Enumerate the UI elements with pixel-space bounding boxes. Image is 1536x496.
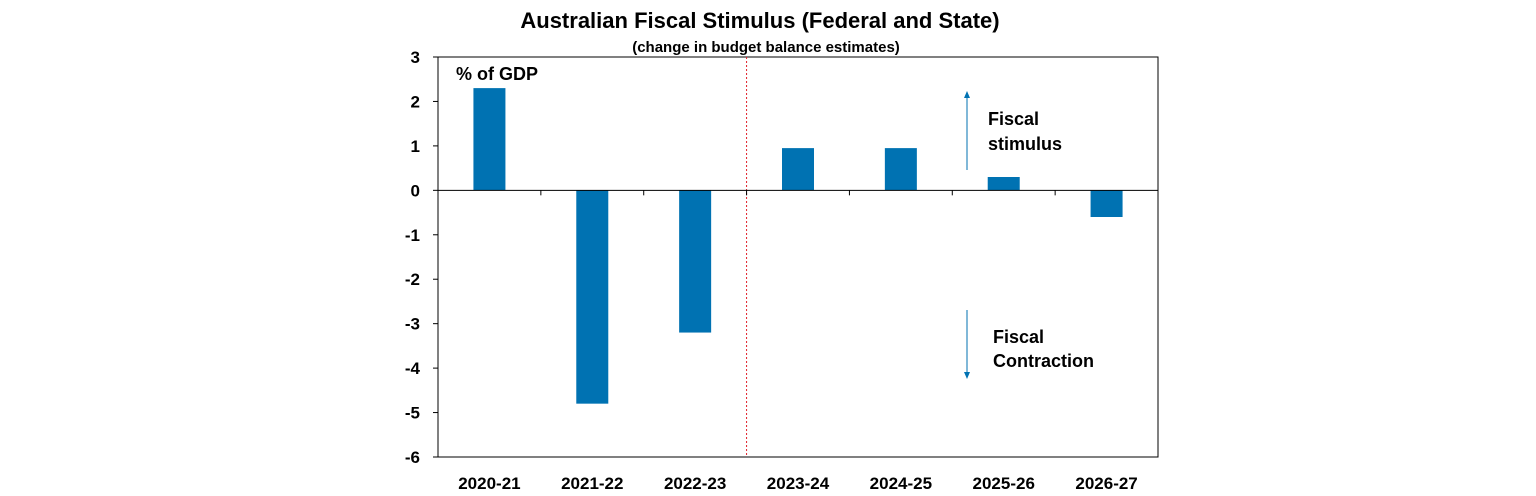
x-tick-label: 2021-22 [561, 474, 623, 493]
stimulus-label-line2: stimulus [988, 134, 1062, 154]
bar-2021-22 [576, 190, 609, 404]
y-tick-label: -6 [405, 448, 420, 467]
x-tick-label: 2026-27 [1075, 474, 1137, 493]
bar-2025-26 [987, 177, 1020, 191]
y-tick-label: 0 [411, 181, 420, 200]
bar-2022-23 [679, 190, 712, 333]
bar-2024-25 [884, 148, 917, 191]
x-tick-label: 2023-24 [767, 474, 830, 493]
y-tick-label: 1 [411, 137, 420, 156]
contraction-annotation: Fiscal Contraction [964, 310, 1094, 379]
contraction-label-line1: Fiscal [993, 327, 1044, 347]
x-axis: 2020-21 2021-22 2022-23 2023-24 2024-25 2025-… [458, 190, 1138, 493]
y-tick-label: -2 [405, 270, 420, 289]
y-tick-label: -1 [405, 226, 420, 245]
stimulus-label-line1: Fiscal [988, 109, 1039, 129]
up-arrow-icon [964, 91, 970, 98]
y-axis-unit-label: % of GDP [456, 64, 538, 84]
plot-area-border [437, 56, 1159, 458]
y-tick-label: 2 [411, 92, 420, 111]
bar-2026-27 [1090, 190, 1123, 217]
y-tick-label: -4 [405, 359, 421, 378]
chart-title: Australian Fiscal Stimulus (Federal and … [520, 8, 999, 33]
chart-subtitle: (change in budget balance estimates) [632, 39, 900, 56]
contraction-label-line2: Contraction [993, 351, 1094, 371]
bar-series [473, 88, 1123, 404]
bar-2023-24 [782, 148, 814, 191]
bar-2020-21 [473, 88, 506, 191]
y-tick-label: -5 [405, 404, 420, 423]
y-tick-label: 3 [411, 48, 420, 67]
x-tick-label: 2020-21 [458, 474, 520, 493]
y-axis: 3 2 1 0 -1 -2 -3 -4 -5 -6 [405, 48, 438, 467]
down-arrow-icon [964, 372, 970, 379]
x-tick-label: 2024-25 [870, 474, 932, 493]
x-tick-label: 2022-23 [664, 474, 726, 493]
x-tick-label: 2025-26 [973, 474, 1035, 493]
y-tick-label: -3 [405, 315, 420, 334]
stimulus-annotation: Fiscal stimulus [964, 91, 1062, 170]
